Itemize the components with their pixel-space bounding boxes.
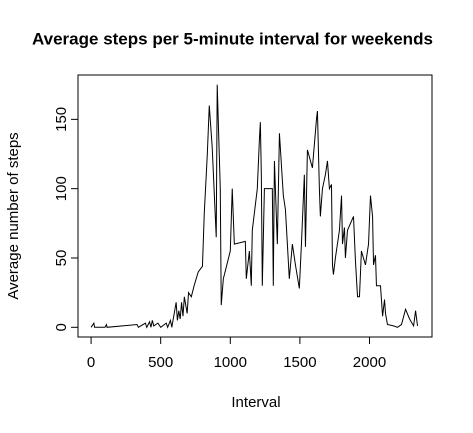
data-line xyxy=(90,84,419,329)
y-tick-label: 100 xyxy=(53,176,70,201)
x-axis-label: Interval xyxy=(231,394,280,411)
x-tick-label: 0 xyxy=(87,354,95,371)
y-tick-label: 50 xyxy=(53,250,70,267)
x-tick-label: 1000 xyxy=(214,354,247,371)
x-tick-label: 1500 xyxy=(283,354,316,371)
y-tick-label: 0 xyxy=(53,323,70,331)
x-tick-label: 2000 xyxy=(353,354,386,371)
y-tick-label: 150 xyxy=(53,107,70,132)
y-axis-label: Average number of steps xyxy=(5,132,22,299)
chart-title: Average steps per 5-minute interval for … xyxy=(32,29,433,48)
x-tick-label: 500 xyxy=(148,354,173,371)
